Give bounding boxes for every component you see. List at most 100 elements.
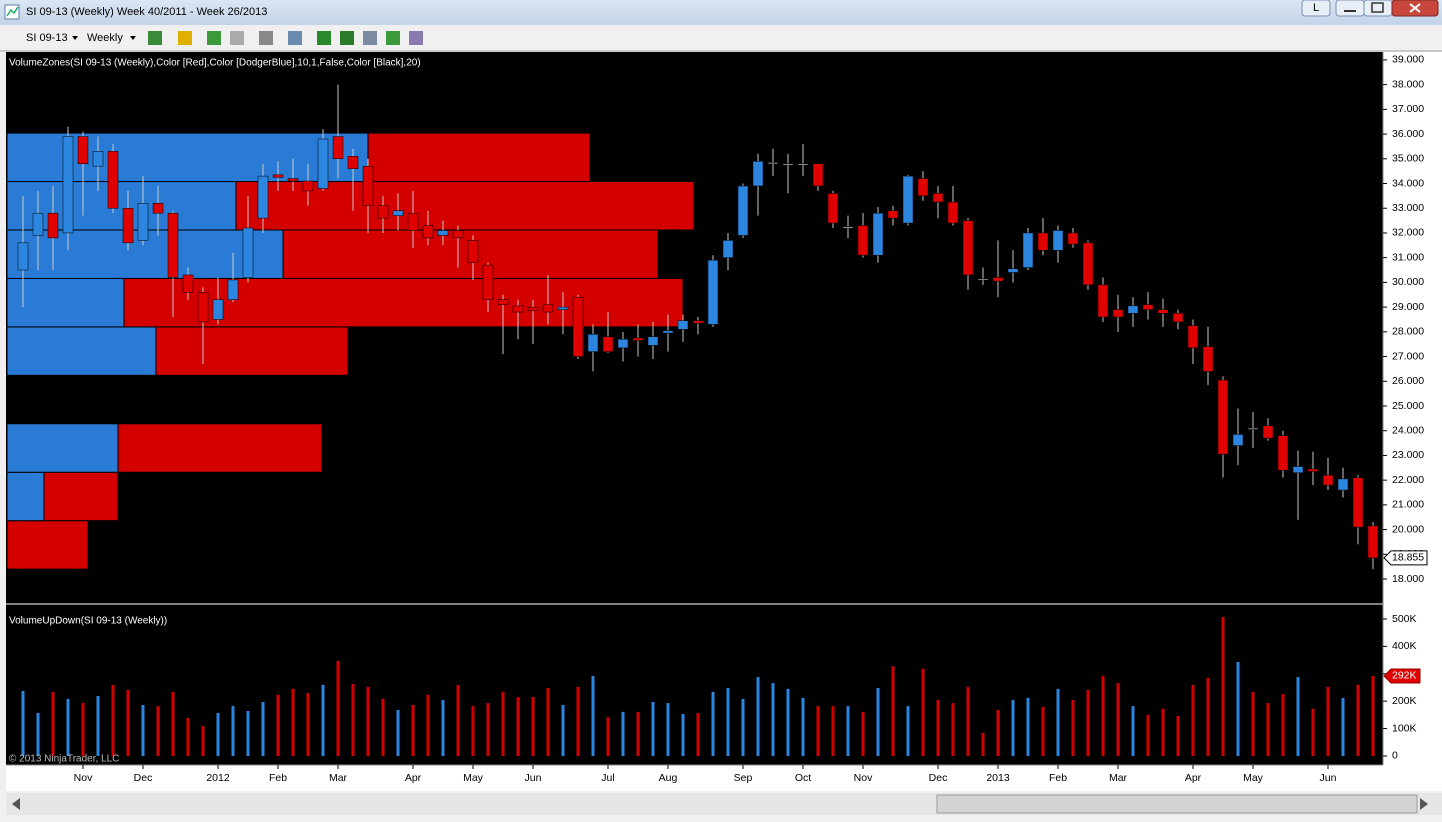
volume-bar	[1266, 703, 1270, 756]
candle-body	[1202, 346, 1214, 372]
zoom-out-button[interactable]	[230, 31, 244, 45]
candle-body	[1097, 284, 1109, 318]
period-label[interactable]: Weekly	[87, 32, 123, 44]
candle-body	[812, 163, 824, 187]
data-box-button[interactable]	[317, 31, 331, 45]
candle-body	[137, 203, 149, 241]
y-axis-area	[1383, 52, 1442, 765]
candle-body	[572, 296, 584, 357]
scroll-left-arrow[interactable]	[12, 798, 20, 810]
volume-bar	[1176, 715, 1180, 756]
indicators-button[interactable]	[340, 31, 354, 45]
volume-bar	[861, 711, 865, 756]
candle-body	[947, 201, 959, 224]
y-tick-label: 38.000	[1392, 78, 1424, 90]
candle-body	[1067, 232, 1079, 245]
volume-bar	[186, 717, 190, 756]
candle-body	[1172, 313, 1184, 323]
volume-bar	[1356, 684, 1360, 756]
properties-button[interactable]	[409, 31, 423, 45]
volume-bar	[501, 691, 505, 756]
volume-bar	[966, 686, 970, 756]
volume-bar	[66, 698, 70, 756]
link-button-label[interactable]: L	[1313, 2, 1319, 14]
volume-bar	[651, 701, 655, 756]
candle-body	[1217, 379, 1229, 455]
volume-bar	[1041, 706, 1045, 756]
candle-body	[407, 212, 419, 231]
volume-bar	[381, 698, 385, 756]
zoom-in-button[interactable]	[207, 31, 221, 45]
strategies-button[interactable]	[363, 31, 377, 45]
candle-body	[182, 274, 194, 293]
candle-body	[962, 220, 974, 276]
candle-body	[857, 225, 869, 256]
candle-body	[197, 292, 209, 323]
y-tick-label: 400K	[1392, 640, 1417, 652]
volume-bar	[516, 697, 520, 756]
x-tick-label: Dec	[134, 772, 153, 784]
last-volume-marker	[1383, 668, 1421, 684]
volume-bar	[1371, 675, 1375, 756]
volume-bar	[636, 711, 640, 756]
instrument-label[interactable]: SI 09-13	[26, 32, 68, 44]
candle-body	[707, 259, 719, 325]
close-glyph	[1409, 3, 1421, 13]
zone-up-volume	[6, 132, 369, 183]
link-button[interactable]	[1301, 0, 1331, 17]
x-tick-label: Mar	[1109, 772, 1128, 784]
plot: 18.00019.00020.00021.00022.00023.00024.0…	[6, 54, 1428, 784]
candle-body	[482, 264, 494, 300]
y-tick-label: 26.000	[1392, 375, 1424, 387]
chart-style-button[interactable]	[148, 31, 162, 45]
zone-down-volume	[43, 471, 119, 522]
candle-body	[1307, 468, 1319, 472]
x-tick-label: Apr	[1185, 772, 1202, 784]
orders-button[interactable]	[386, 31, 400, 45]
volume-bar	[531, 697, 535, 756]
candle-body	[1322, 474, 1334, 486]
volume-panel-label: VolumeUpDown(SI 09-13 (Weekly))	[9, 616, 167, 627]
y-tick-label: 22.000	[1392, 474, 1424, 486]
pointer-button[interactable]	[259, 31, 273, 45]
draw-tool-button[interactable]	[178, 31, 192, 45]
volume-bar	[816, 706, 820, 756]
candle-body	[467, 240, 479, 263]
volume-bar	[1206, 677, 1210, 756]
volume-bar	[1086, 689, 1090, 756]
scroll-right-arrow[interactable]	[1420, 798, 1428, 810]
candle-body	[257, 175, 269, 219]
volume-bar	[1236, 661, 1240, 756]
y-tick-label: 24.000	[1392, 424, 1424, 436]
candle-body	[977, 278, 989, 281]
x-tick-label: May	[463, 772, 484, 784]
volume-bar	[21, 691, 25, 756]
toolbar-icons	[148, 31, 423, 45]
y-tick-label: 200K	[1392, 695, 1417, 707]
zone-up-volume	[6, 326, 157, 376]
candle-body	[1232, 434, 1244, 446]
volume-bar	[366, 686, 370, 756]
candle-body	[1112, 309, 1124, 318]
volume-bar	[801, 697, 805, 756]
candle-body	[1037, 232, 1049, 251]
x-tick-label: Feb	[1049, 772, 1067, 784]
candle-body	[242, 227, 254, 278]
candle-body	[17, 242, 29, 271]
zone-down-volume	[155, 326, 349, 376]
minimize-button[interactable]	[1335, 0, 1365, 17]
search-button[interactable]	[288, 31, 302, 45]
zone-down-volume	[117, 423, 323, 473]
dropdown-arrow	[130, 36, 136, 40]
x-tick-label: May	[1243, 772, 1264, 784]
y-tick-label: 100K	[1392, 722, 1417, 734]
candle-body	[122, 207, 134, 244]
volume-bar	[1296, 677, 1300, 756]
scrollbar-thumb[interactable]	[936, 794, 1418, 814]
candle-body	[692, 320, 704, 324]
volume-bar	[456, 685, 460, 756]
x-tick-label: 2013	[986, 772, 1010, 784]
candle-body	[287, 178, 299, 182]
y-tick-label: 0	[1392, 750, 1398, 762]
volume-bar	[1131, 706, 1135, 756]
